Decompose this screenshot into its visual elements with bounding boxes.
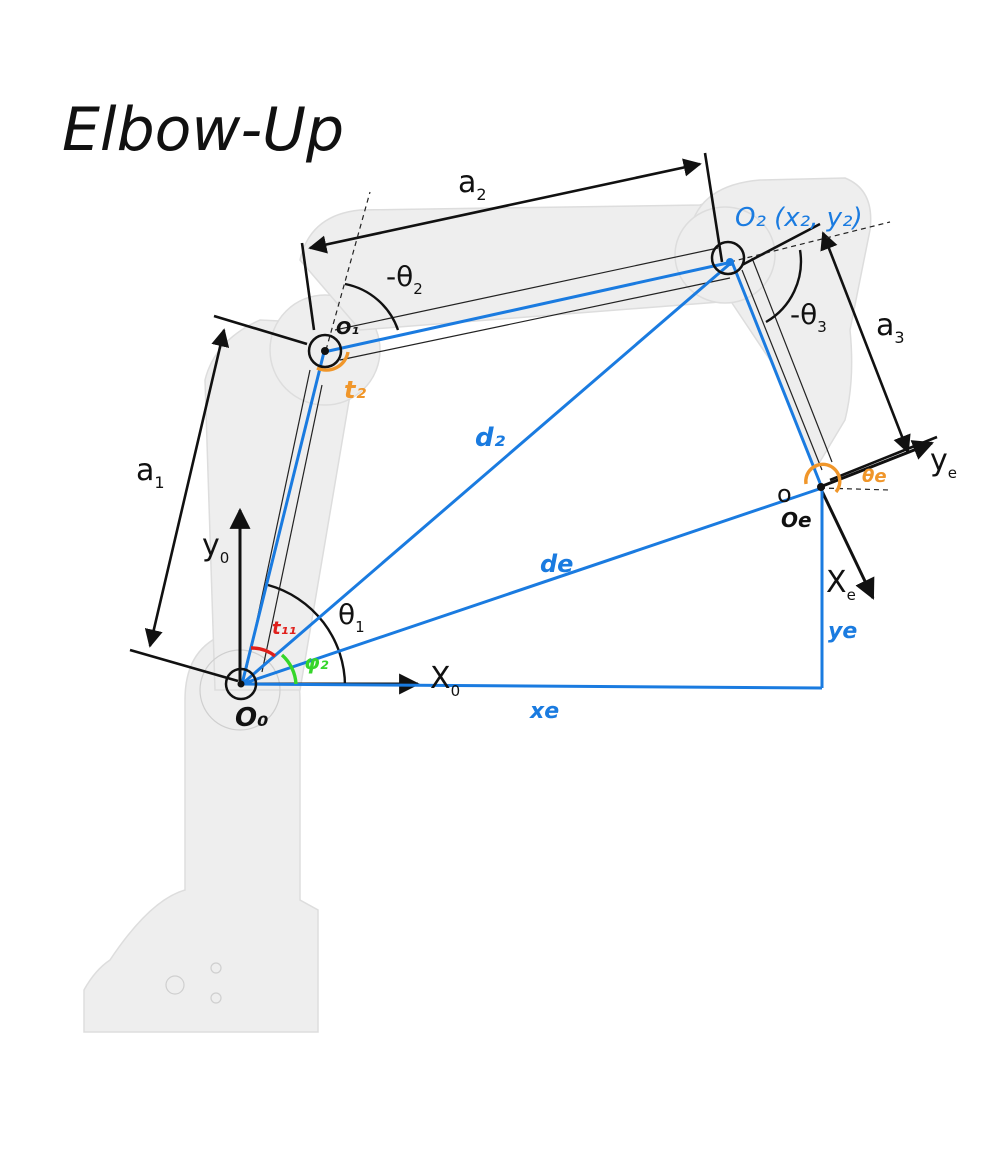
label-neg-theta2: -θ2 <box>386 260 423 298</box>
base-hole <box>165 975 185 995</box>
phi2-arc <box>280 653 298 685</box>
label-ye-length: ye <box>828 619 857 644</box>
xe-line <box>241 682 823 690</box>
label-neg-theta3: -θ3 <box>790 298 827 336</box>
label-a2: a2 <box>458 165 487 204</box>
joint-oe-icon <box>817 483 825 491</box>
label-O0: O₀ <box>235 703 269 733</box>
theta3-arc <box>765 249 803 324</box>
base-screw <box>210 962 222 974</box>
de-line <box>241 486 823 686</box>
label-t11: t₁₁ <box>272 618 296 639</box>
joint-o0-icon <box>224 667 258 701</box>
label-O1: O₁ <box>336 318 359 339</box>
t11-arc <box>250 646 277 658</box>
dashed-extensions <box>325 191 891 491</box>
label-y0: y0 <box>202 528 229 567</box>
blue-construction <box>240 260 824 690</box>
label-phi2: φ₂ <box>304 650 329 674</box>
label-xe-length: xe <box>529 699 559 724</box>
label-t2: t₂ <box>344 376 366 404</box>
t2-arc <box>316 351 350 372</box>
joint-angle-arcs <box>267 249 803 687</box>
label-x0: X0 <box>430 661 460 700</box>
title: Elbow-Up <box>62 95 344 165</box>
theta1-arc <box>267 583 347 687</box>
label-theta-e: θe <box>862 466 887 487</box>
link-outline-lines <box>245 247 833 673</box>
joint-o1-icon <box>307 333 343 369</box>
link-chain <box>240 260 824 685</box>
label-de: de <box>540 550 573 578</box>
label-theta1: θ1 <box>338 598 365 636</box>
label-xe: Xe <box>826 565 856 604</box>
theta-e-arc <box>804 462 842 494</box>
label-a1: a1 <box>136 453 165 492</box>
joint-o2-icon <box>710 240 746 276</box>
d2-line <box>241 260 733 686</box>
label-a3: a3 <box>876 308 905 347</box>
label-d2: d₂ <box>475 423 506 453</box>
theta2-arc <box>344 282 400 331</box>
label-ye: ye <box>930 443 957 482</box>
dimension-a1 <box>129 314 308 683</box>
label-O2: O₂ (x₂, y₂) <box>735 203 863 233</box>
base-screw <box>210 992 222 1004</box>
label-Oe: Oe <box>781 508 812 532</box>
label-o-small: o <box>777 480 792 508</box>
